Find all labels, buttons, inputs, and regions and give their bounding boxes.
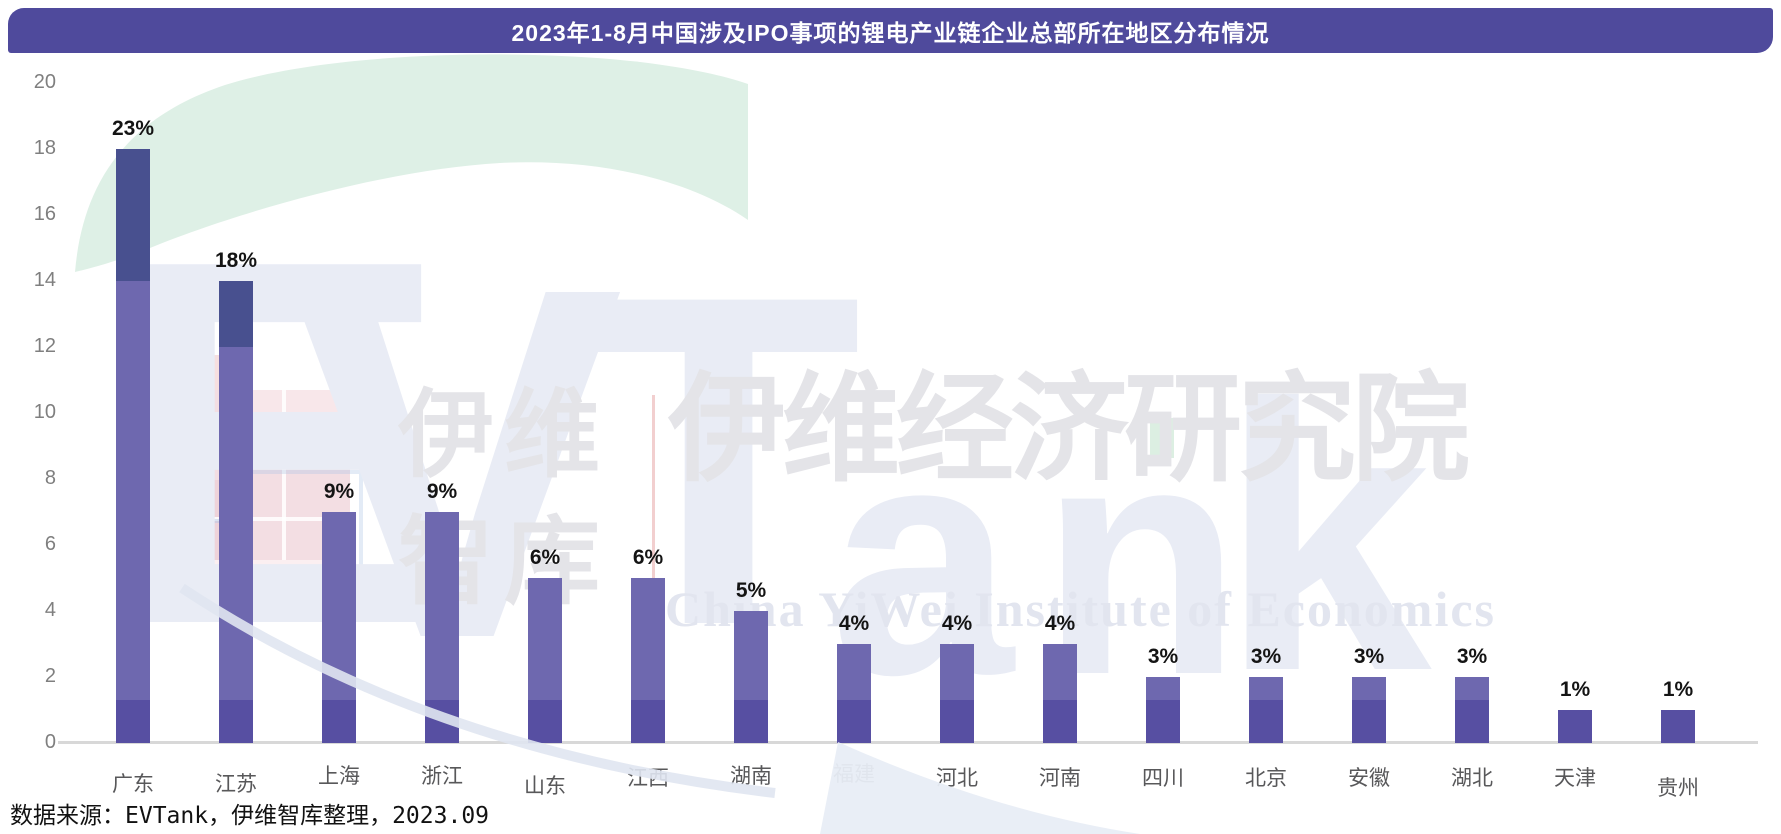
bar-安徽 [1352, 677, 1386, 743]
x-axis-label-上海: 上海 [318, 765, 360, 788]
y-axis-tick-label: 4 [44, 599, 56, 621]
x-axis-label-四川: 四川 [1142, 767, 1184, 790]
watermark-green-swoosh [75, 54, 748, 272]
x-axis-label-天津: 天津 [1554, 767, 1596, 790]
bar-value-label: 18% [214, 249, 258, 272]
x-axis-line [58, 741, 1758, 744]
bar-湖北 [1455, 677, 1489, 743]
bar-value-label: 3% [1353, 645, 1385, 668]
bar-河北 [940, 644, 974, 743]
x-axis-label-江西: 江西 [627, 767, 669, 790]
x-axis-label-河南: 河南 [1039, 767, 1081, 790]
y-axis-tick-label: 20 [33, 71, 56, 93]
bar-北京 [1249, 677, 1283, 743]
x-axis-label-福建: 福建 [833, 763, 875, 786]
bar-value-label: 6% [529, 546, 561, 569]
bar-江苏 [219, 281, 253, 743]
y-axis-tick-label: 18 [33, 137, 56, 159]
logo-grid-dot [290, 430, 312, 452]
bar-value-label: 4% [941, 612, 973, 635]
watermark-cn-short-top: 伊维 [398, 382, 610, 489]
x-axis-label-广东: 广东 [112, 773, 154, 796]
bar-江西 [631, 578, 665, 743]
watermark-green-square [1150, 418, 1174, 458]
x-axis-label-湖北: 湖北 [1451, 767, 1493, 790]
bar-湖南 [734, 611, 768, 743]
bar-value-label: 5% [735, 579, 767, 602]
watermark-cn-main: 伊维经济研究院 [668, 365, 1470, 496]
bar-value-label: 4% [1044, 612, 1076, 635]
chart-title: 2023年1-8月中国涉及IPO事项的锂电产业链企业总部所在地区分布情况 [511, 19, 1270, 46]
x-axis-label-北京: 北京 [1245, 767, 1287, 790]
x-axis-label-河北: 河北 [936, 767, 978, 790]
y-axis-tick-label: 2 [44, 665, 56, 687]
bar-value-label: 9% [323, 480, 355, 503]
bar-value-label: 1% [1559, 678, 1591, 701]
bar-value-label: 3% [1456, 645, 1488, 668]
y-axis-tick-label: 14 [33, 269, 56, 291]
bar-山东 [528, 578, 562, 743]
watermark-letter-k: k [1220, 325, 1432, 750]
x-axis-label-安徽: 安徽 [1348, 767, 1390, 790]
bar-value-label: 9% [426, 480, 458, 503]
bar-value-label: 23% [111, 117, 155, 140]
bar-天津 [1558, 710, 1592, 743]
bar-value-label: 1% [1662, 678, 1694, 701]
bar-河南 [1043, 644, 1077, 743]
source-note: 数据来源：EVTank，伊维智库整理，2023.09 [10, 803, 490, 829]
y-axis-tick-label: 10 [33, 401, 56, 423]
y-axis-tick-label: 16 [33, 203, 56, 225]
bar-福建 [837, 644, 871, 743]
watermark-en-main: China YiWei Institute of Economics [665, 581, 1496, 637]
bar-上海 [322, 512, 356, 743]
x-axis-label-江苏: 江苏 [215, 773, 257, 796]
x-axis-label-贵州: 贵州 [1657, 777, 1699, 800]
bar-value-label: 3% [1250, 645, 1282, 668]
title-banner: 2023年1-8月中国涉及IPO事项的锂电产业链企业总部所在地区分布情况 [8, 8, 1773, 53]
bar-value-label: 4% [838, 612, 870, 635]
y-axis-tick-label: 12 [33, 335, 56, 357]
y-axis-tick-label: 8 [44, 467, 56, 489]
watermark-rose-divider-line [652, 395, 655, 685]
y-axis-tick-label: 6 [44, 533, 56, 555]
x-axis-label-山东: 山东 [524, 775, 566, 798]
y-axis-tick-label: 0 [44, 731, 56, 753]
bar-value-label: 6% [632, 546, 664, 569]
x-axis-label-湖南: 湖南 [730, 765, 772, 788]
bar-广东 [116, 149, 150, 743]
bar-四川 [1146, 677, 1180, 743]
bar-贵州 [1661, 710, 1695, 743]
bar-value-label: 3% [1147, 645, 1179, 668]
logo-cell [140, 355, 232, 390]
x-axis-label-浙江: 浙江 [421, 765, 463, 788]
bar-浙江 [425, 512, 459, 743]
logo-grid-line [282, 390, 286, 560]
